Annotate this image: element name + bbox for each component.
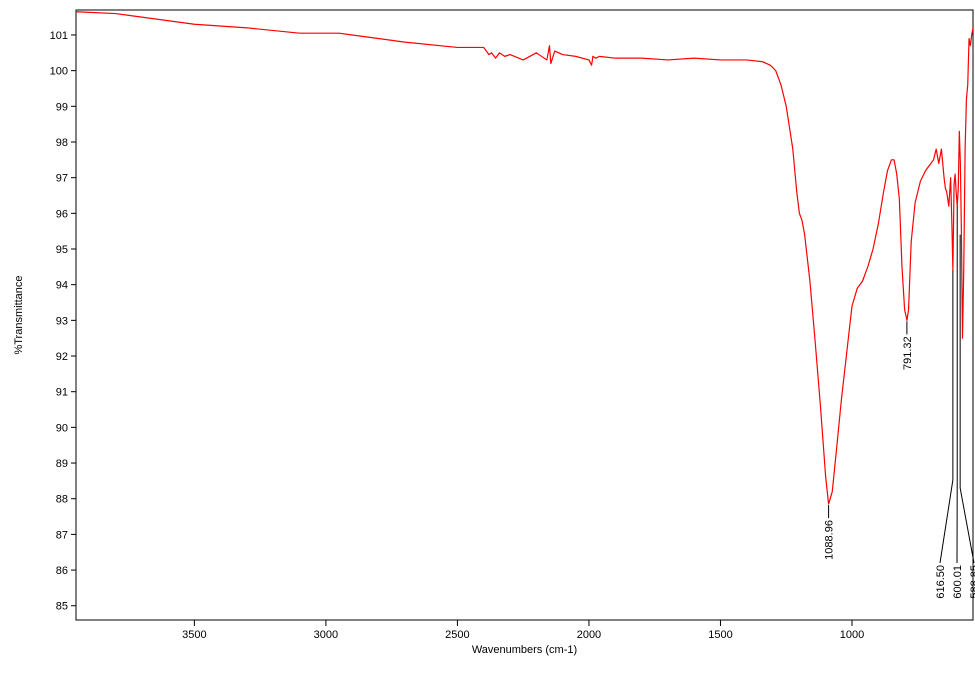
peak-label: 600.01 <box>952 565 964 599</box>
peak-label: 616.50 <box>935 565 947 599</box>
x-axis-title: Wavenumbers (cm-1) <box>472 644 577 656</box>
y-tick-label: 89 <box>56 458 68 470</box>
y-tick-label: 88 <box>56 494 68 506</box>
y-tick-label: 86 <box>56 565 68 577</box>
y-tick-label: 94 <box>56 280 68 292</box>
y-axis-ticks: 85 86 87 88 89 90 91 92 93 94 95 96 97 98 99 100 101 <box>50 30 76 613</box>
x-tick-label: 1500 <box>708 629 732 641</box>
peak-label: 1088.96 <box>824 520 836 560</box>
x-tick-label: 1000 <box>840 629 864 641</box>
x-tick-label: 2000 <box>577 629 601 641</box>
y-tick-label: 92 <box>56 351 68 363</box>
x-tick-label: 3000 <box>314 629 338 641</box>
y-tick-label: 96 <box>56 208 68 220</box>
plot-frame <box>75 9 974 621</box>
y-tick-label: 85 <box>56 601 68 613</box>
peak-leader-line <box>939 270 954 564</box>
peak-label: 791.32 <box>902 336 914 370</box>
y-tick-label: 95 <box>56 244 68 256</box>
y-tick-label: 99 <box>56 101 68 113</box>
y-tick-label: 87 <box>56 529 68 541</box>
y-tick-label: 90 <box>56 422 68 434</box>
series-layer <box>76 11 973 505</box>
peak-annotations: 1088.96 791.32 616.50 600.01 588.85 <box>824 206 975 599</box>
y-tick-label: 97 <box>56 173 68 185</box>
x-tick-label: 3500 <box>182 629 206 641</box>
y-tick-label: 101 <box>50 30 68 42</box>
x-tick-label: 2500 <box>445 629 469 641</box>
x-axis-ticks: 3500 3000 2500 2000 1500 1000 <box>182 620 864 641</box>
y-tick-label: 98 <box>56 137 68 149</box>
spectrum-line <box>76 11 973 505</box>
y-tick-label: 93 <box>56 315 68 327</box>
peak-leader-line <box>959 234 975 564</box>
y-axis-title: %Transmittance <box>13 275 25 354</box>
y-tick-label: 91 <box>56 387 68 399</box>
y-tick-label: 100 <box>50 66 68 78</box>
peak-label: 588.85 <box>969 565 975 599</box>
